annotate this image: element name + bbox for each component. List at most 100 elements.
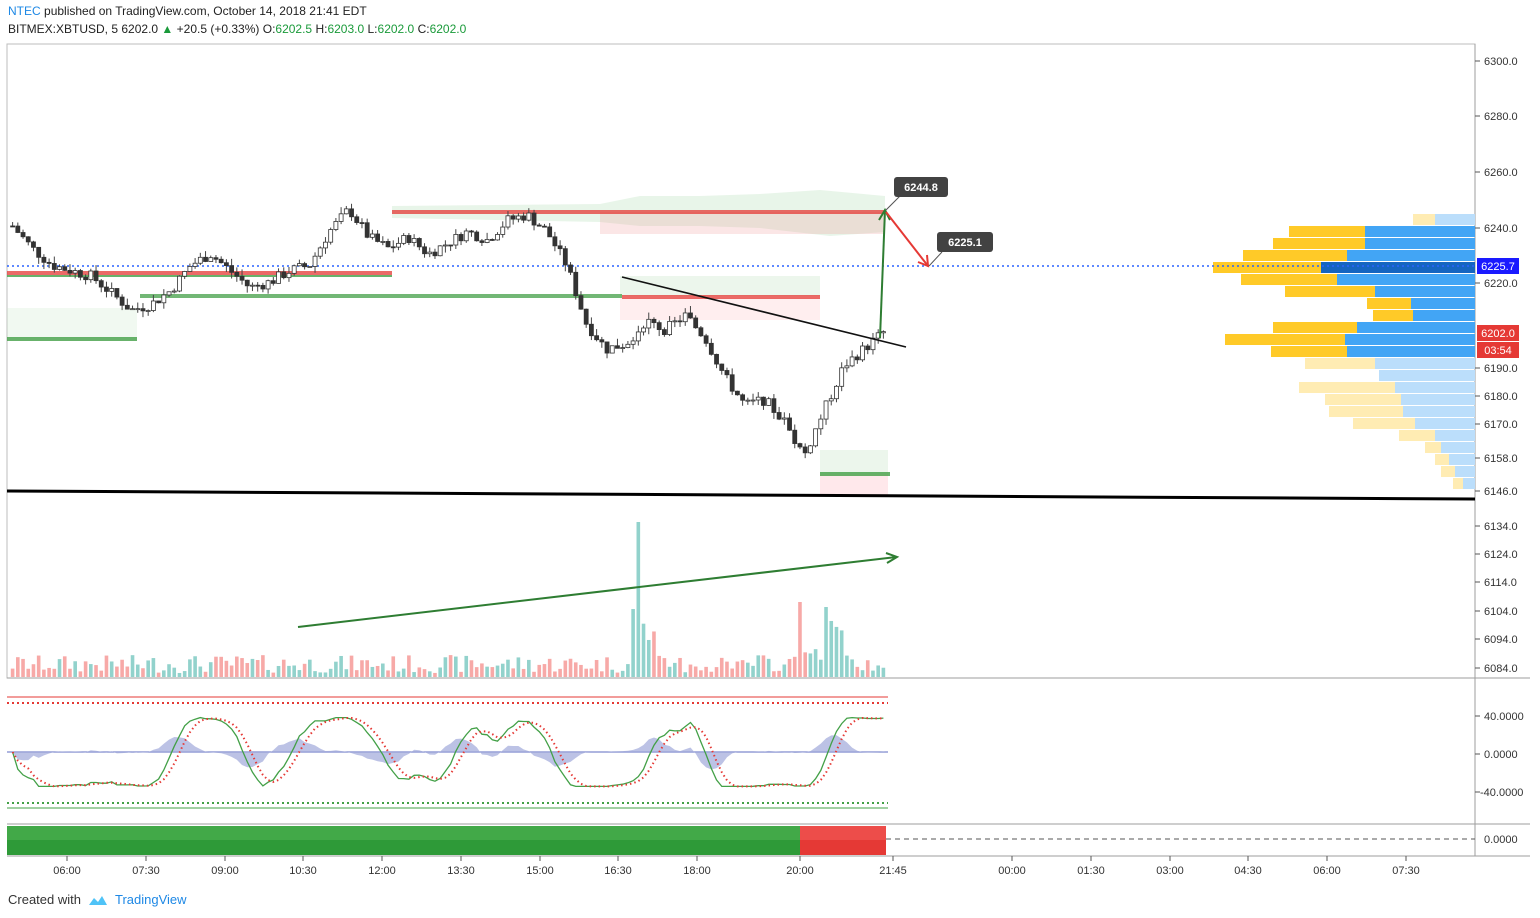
candle-body	[119, 296, 125, 306]
volume-bar	[454, 656, 458, 677]
candle-body	[51, 263, 57, 270]
candle-body	[745, 399, 751, 402]
low-label: L:	[367, 22, 378, 36]
volume-bar	[860, 670, 865, 677]
candle-body	[448, 244, 454, 247]
candle-body	[166, 291, 172, 296]
volume-bar	[589, 668, 594, 677]
descending-trendline[interactable]	[621, 276, 907, 348]
candle-body	[594, 335, 600, 341]
candle-body	[578, 295, 584, 310]
price-tick-label: 6158.0	[1484, 453, 1518, 465]
volume-bar	[250, 658, 255, 677]
candle-body	[307, 266, 313, 268]
volume-bar	[156, 672, 161, 677]
countdown-marker: 03:54	[1484, 345, 1512, 357]
volume-bar	[339, 655, 343, 677]
candle-body	[526, 212, 532, 221]
current-price-marker-bg	[1477, 258, 1519, 274]
candle-body	[416, 238, 422, 248]
candles-group	[10, 203, 886, 459]
vp-buy-bar	[1357, 322, 1475, 333]
callout-1-box[interactable]	[894, 177, 948, 197]
volume-bar	[532, 671, 536, 677]
volume-bar	[417, 667, 422, 677]
volume-bar	[693, 666, 698, 677]
vp-buy-bar	[1463, 478, 1475, 489]
tradingview-logo-icon	[88, 895, 107, 905]
candle-body	[260, 284, 266, 290]
vp-sell-bar	[1289, 226, 1365, 237]
candle-body	[276, 271, 281, 284]
osc-axis: 40.0000 0.0000 -40.0000	[1475, 711, 1524, 799]
tradingview-brand[interactable]: TradingView	[114, 892, 187, 907]
candle-body	[317, 247, 323, 257]
candle-body	[714, 353, 719, 365]
candle-body	[62, 266, 68, 271]
price-tick-label: 6190.0	[1484, 363, 1518, 375]
candle-body	[239, 275, 245, 281]
candle-body	[385, 241, 391, 248]
price-tick-label: 6180.0	[1484, 391, 1518, 403]
volume-profile	[1213, 214, 1475, 489]
volume-bar	[162, 670, 166, 677]
projection-up-arrow[interactable]	[879, 209, 886, 339]
volume-bar	[188, 659, 192, 677]
bottom-support-trendline[interactable]	[6, 489, 1476, 501]
candle-body	[145, 310, 151, 312]
price-tick-label: 6124.0	[1484, 549, 1518, 561]
volume-bar	[104, 655, 109, 677]
time-axis: 06:00 07:30 09:00 10:30 12:00 13:30 15:00 16:30…	[53, 856, 1420, 877]
candle-body	[489, 239, 495, 241]
vp-sell-bar	[1353, 418, 1415, 429]
vp-sell-bar	[1441, 466, 1455, 477]
volume-bar	[631, 609, 635, 677]
symbol-label[interactable]: BITMEX:XBTUSD, 5	[8, 22, 119, 36]
candle-body	[401, 235, 407, 244]
candle-body	[469, 230, 474, 233]
published-text: published on TradingView.com, October 14…	[44, 4, 367, 18]
volume-bar	[245, 663, 250, 677]
volume-bar	[365, 660, 369, 677]
volume-bar	[214, 656, 218, 677]
volume-bar	[480, 663, 484, 677]
volume-bar	[381, 663, 385, 677]
volume-bar	[31, 664, 36, 677]
callout-2-box[interactable]	[937, 232, 993, 252]
volume-bar	[281, 659, 286, 677]
time-tick-label: 07:30	[132, 865, 160, 877]
candle-body	[823, 400, 829, 420]
volume-bar	[313, 671, 317, 677]
publisher-name[interactable]: NTEC	[8, 4, 41, 18]
time-tick-label: 13:30	[447, 865, 475, 877]
volume-bar	[172, 667, 177, 677]
volume-trend-arrow[interactable]	[297, 556, 897, 628]
candle-body	[500, 226, 506, 235]
vp-sell-bar	[1453, 478, 1463, 489]
volume-bar	[386, 670, 390, 677]
high-label: H:	[315, 22, 328, 36]
candle-body	[156, 300, 162, 304]
vp-buy-bar	[1375, 358, 1475, 369]
volume-bar	[547, 658, 552, 677]
candle-body	[130, 308, 135, 311]
candle-body	[46, 261, 52, 264]
volume-bar	[761, 655, 766, 677]
volume-bar	[704, 666, 708, 677]
time-tick-label: 01:30	[1077, 865, 1105, 877]
volume-bar	[537, 664, 542, 677]
volume-bar	[787, 658, 792, 677]
vp-buy-bar	[1347, 346, 1475, 357]
candle-body	[521, 215, 527, 221]
volume-bar	[125, 666, 130, 677]
candle-body	[849, 356, 855, 367]
projection-down-arrow[interactable]	[885, 211, 929, 267]
vp-sell-bar	[1367, 298, 1411, 309]
volume-arrow-head	[885, 552, 900, 564]
candle-body	[865, 345, 871, 351]
volume-bar	[94, 665, 98, 677]
vp-buy-bar	[1403, 406, 1475, 417]
candle-body	[552, 236, 558, 247]
volume-bar	[542, 664, 547, 677]
